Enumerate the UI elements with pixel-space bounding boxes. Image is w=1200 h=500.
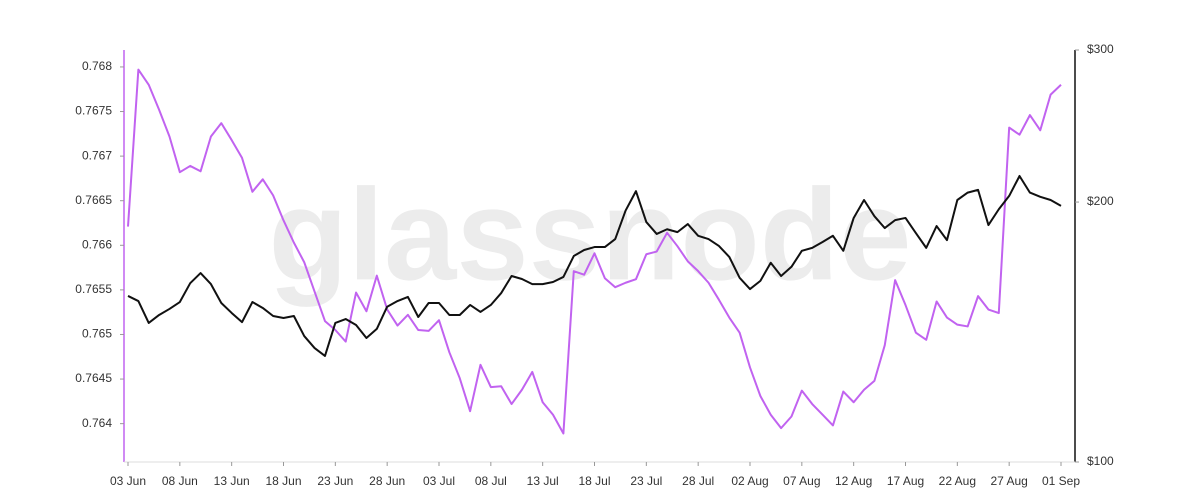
x-tick-label: 07 Aug bbox=[783, 474, 820, 488]
x-tick-label: 18 Jun bbox=[265, 474, 301, 488]
y-tick-label: 0.765 bbox=[82, 327, 112, 341]
x-tick-label: 23 Jul bbox=[630, 474, 662, 488]
x-tick-label: 12 Aug bbox=[835, 474, 872, 488]
x-tick-label: 03 Jun bbox=[110, 474, 146, 488]
x-tick-label: 28 Jun bbox=[369, 474, 405, 488]
watermark: glassnode bbox=[269, 161, 912, 307]
x-tick-label: 22 Aug bbox=[939, 474, 976, 488]
x-tick-label: 03 Jul bbox=[423, 474, 455, 488]
x-tick-label: 28 Jul bbox=[682, 474, 714, 488]
x-tick-label: 02 Aug bbox=[731, 474, 768, 488]
y2-tick-label: $100 bbox=[1087, 454, 1114, 468]
x-tick-label: 13 Jul bbox=[527, 474, 559, 488]
y-tick-label: 0.7645 bbox=[75, 371, 112, 385]
y-tick-label: 0.766 bbox=[82, 237, 112, 251]
x-tick-label: 18 Jul bbox=[578, 474, 610, 488]
x-tick-label: 23 Jun bbox=[317, 474, 353, 488]
y-tick-label: 0.767 bbox=[82, 148, 112, 162]
line-series bbox=[127, 68, 1062, 435]
x-tick-label: 27 Aug bbox=[990, 474, 1027, 488]
y-tick-label: 0.7665 bbox=[75, 193, 112, 207]
x-tick-label: 01 Sep bbox=[1042, 474, 1080, 488]
y2-tick-label: $300 bbox=[1087, 42, 1114, 56]
y2-tick-label: $200 bbox=[1087, 194, 1114, 208]
x-tick-label: 13 Jun bbox=[214, 474, 250, 488]
y-tick-label: 0.764 bbox=[82, 416, 112, 430]
x-tick-label: 08 Jul bbox=[475, 474, 507, 488]
x-tick-label: 08 Jun bbox=[162, 474, 198, 488]
y-tick-label: 0.768 bbox=[82, 59, 112, 73]
x-tick-label: 17 Aug bbox=[887, 474, 924, 488]
y-tick-label: 0.7675 bbox=[75, 104, 112, 118]
y-tick-label: 0.7655 bbox=[75, 282, 112, 296]
line-series bbox=[127, 174, 1062, 357]
